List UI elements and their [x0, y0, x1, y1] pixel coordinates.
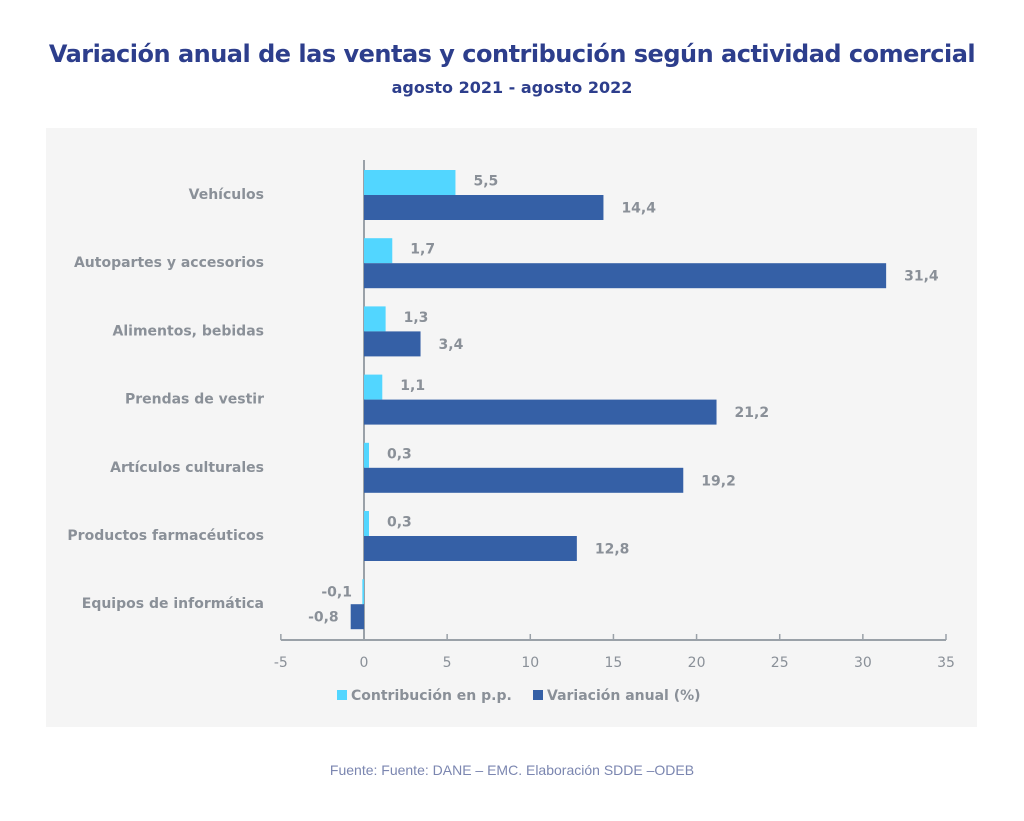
x-tick-label: -5 — [274, 655, 288, 671]
contribution-bar — [364, 374, 383, 400]
data-label: 31,4 — [904, 269, 939, 285]
category-label: Equipos de informática — [82, 596, 264, 612]
category-label: Vehículos — [189, 187, 264, 203]
legend-label: Contribución en p.p. — [351, 688, 512, 704]
x-tick-label: 10 — [521, 655, 539, 671]
variation-bar — [364, 399, 717, 425]
category-label: Autopartes y accesorios — [74, 255, 264, 271]
x-tick-label: 5 — [443, 655, 452, 671]
data-label: 12,8 — [595, 542, 630, 558]
x-tick-label: 25 — [771, 655, 789, 671]
contribution-bar — [364, 170, 456, 195]
contribution-bar — [364, 238, 393, 264]
data-label: -0,8 — [308, 610, 339, 626]
x-tick-label: 35 — [937, 655, 955, 671]
variation-bar — [350, 604, 364, 630]
x-tick-label: 20 — [688, 655, 706, 671]
data-label: 1,1 — [400, 378, 425, 394]
source-note: Fuente: Fuente: DANE – EMC. Elaboración … — [329, 762, 695, 778]
legend-label: Variación anual (%) — [547, 688, 701, 704]
data-label: 1,3 — [404, 310, 429, 326]
variation-bar — [364, 195, 604, 220]
category-label: Productos farmacéuticos — [67, 528, 264, 544]
variation-bar — [364, 467, 684, 493]
x-tick-label: 15 — [605, 655, 623, 671]
data-label: 0,3 — [387, 515, 412, 531]
variation-bar — [364, 536, 577, 561]
variation-bar — [364, 263, 887, 289]
chart-subtitle: agosto 2021 - agosto 2022 — [391, 78, 633, 97]
legend-swatch — [337, 690, 347, 700]
category-label: Alimentos, bebidas — [113, 323, 264, 339]
chart-title: Variación anual de las ventas y contribu… — [48, 40, 976, 68]
category-label: Artículos culturales — [110, 460, 264, 476]
data-label: 19,2 — [701, 473, 736, 489]
variation-bar — [364, 331, 421, 357]
data-label: -0,1 — [321, 585, 352, 601]
contribution-bar — [364, 511, 369, 536]
data-label: 1,7 — [410, 242, 435, 258]
contribution-bar — [364, 306, 386, 332]
x-tick-label: 30 — [854, 655, 872, 671]
contribution-bar — [364, 442, 369, 468]
contribution-bar — [362, 579, 364, 605]
data-label: 3,4 — [439, 337, 464, 353]
category-label: Prendas de vestir — [125, 392, 264, 408]
data-label: 21,2 — [735, 405, 770, 421]
data-label: 5,5 — [473, 174, 498, 190]
chart-panel — [46, 128, 977, 727]
data-label: 14,4 — [621, 201, 656, 217]
x-tick-label: 0 — [360, 655, 369, 671]
legend-swatch — [533, 690, 543, 700]
data-label: 0,3 — [387, 446, 412, 462]
